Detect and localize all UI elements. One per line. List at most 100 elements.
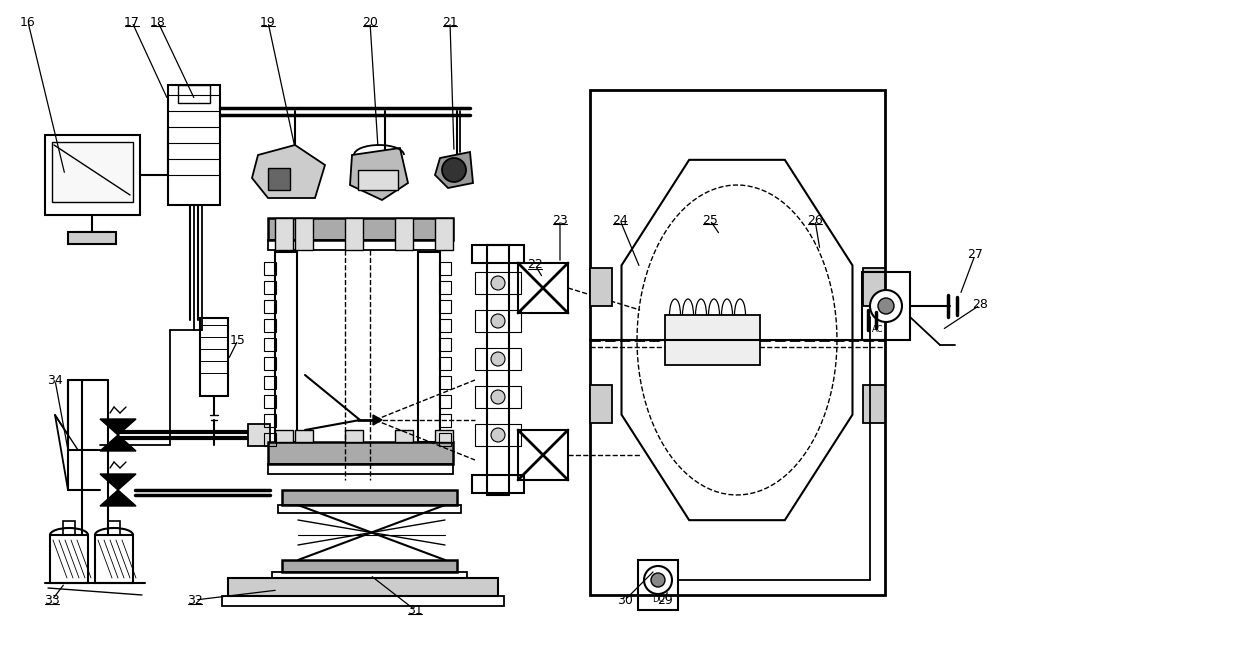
Bar (862, 272, 910, 340)
Circle shape (491, 428, 505, 442)
Bar (275, 218, 293, 250)
Bar (396, 218, 413, 250)
Bar (518, 263, 568, 313)
Polygon shape (435, 152, 472, 188)
Bar (475, 424, 521, 446)
Bar (472, 475, 525, 493)
Bar (268, 464, 453, 474)
Bar (639, 560, 678, 610)
Bar (272, 572, 467, 580)
Polygon shape (350, 148, 408, 200)
Bar (475, 310, 521, 332)
Bar (345, 430, 363, 442)
Circle shape (491, 276, 505, 290)
Bar (439, 433, 451, 446)
Bar (222, 596, 503, 606)
Text: 21: 21 (443, 15, 458, 28)
Bar (268, 218, 453, 240)
Bar (665, 315, 760, 365)
Bar (228, 578, 498, 596)
Bar (435, 430, 453, 442)
Bar (475, 348, 521, 370)
Bar (281, 490, 458, 505)
Bar (487, 245, 508, 495)
Bar (472, 245, 525, 263)
Text: 33: 33 (45, 593, 60, 606)
Text: 15: 15 (231, 333, 246, 346)
Bar (248, 424, 270, 446)
Circle shape (651, 573, 665, 587)
Text: 29: 29 (657, 593, 673, 606)
Bar (200, 318, 228, 396)
Text: 23: 23 (552, 213, 568, 226)
Polygon shape (252, 145, 325, 198)
Bar (52, 142, 133, 202)
Bar (439, 395, 451, 408)
Bar (108, 521, 120, 535)
Text: 27: 27 (967, 248, 983, 261)
Circle shape (491, 314, 505, 328)
Bar (435, 218, 453, 250)
Circle shape (878, 298, 894, 314)
Bar (264, 357, 277, 370)
Bar (268, 442, 453, 464)
Text: 20: 20 (362, 15, 378, 28)
Text: 31: 31 (407, 604, 423, 617)
Text: AC: AC (872, 326, 884, 335)
Bar (50, 535, 88, 583)
Bar (590, 90, 885, 595)
Bar (590, 385, 613, 423)
Bar (268, 240, 453, 250)
Bar (264, 300, 277, 313)
Bar (863, 268, 885, 306)
Bar (264, 281, 277, 294)
Polygon shape (373, 415, 382, 425)
Circle shape (441, 158, 466, 182)
Bar (439, 281, 451, 294)
Polygon shape (100, 490, 136, 506)
Circle shape (491, 390, 505, 404)
Bar (439, 414, 451, 427)
Bar (295, 430, 312, 442)
Polygon shape (100, 474, 136, 490)
Bar (475, 272, 521, 294)
Bar (439, 262, 451, 275)
Text: 25: 25 (702, 213, 718, 226)
Text: 32: 32 (187, 593, 203, 606)
Bar (268, 168, 290, 190)
Circle shape (644, 566, 672, 594)
Bar (167, 85, 219, 205)
Bar (518, 430, 568, 480)
Bar (264, 433, 277, 446)
Text: 30: 30 (618, 593, 632, 606)
Bar (439, 338, 451, 351)
Bar (475, 386, 521, 408)
Bar (439, 319, 451, 332)
Bar (264, 395, 277, 408)
Bar (439, 376, 451, 389)
Text: 19: 19 (260, 15, 275, 28)
Polygon shape (100, 435, 136, 451)
Bar (179, 85, 210, 103)
Bar (278, 505, 461, 513)
Text: 16: 16 (20, 15, 36, 28)
Bar (63, 521, 74, 535)
Bar (358, 170, 398, 190)
Text: 24: 24 (613, 213, 627, 226)
Text: 28: 28 (972, 299, 988, 312)
Bar (863, 385, 885, 423)
Bar (275, 430, 293, 442)
Text: 22: 22 (527, 259, 543, 272)
Circle shape (491, 352, 505, 366)
Text: 34: 34 (47, 373, 63, 386)
Bar (264, 414, 277, 427)
Bar (590, 268, 613, 306)
Bar (295, 218, 312, 250)
Text: 26: 26 (807, 213, 823, 226)
Text: 17: 17 (124, 15, 140, 28)
Bar (275, 252, 298, 442)
Bar (418, 252, 440, 442)
Bar (264, 262, 277, 275)
Bar (264, 319, 277, 332)
Bar (345, 218, 363, 250)
